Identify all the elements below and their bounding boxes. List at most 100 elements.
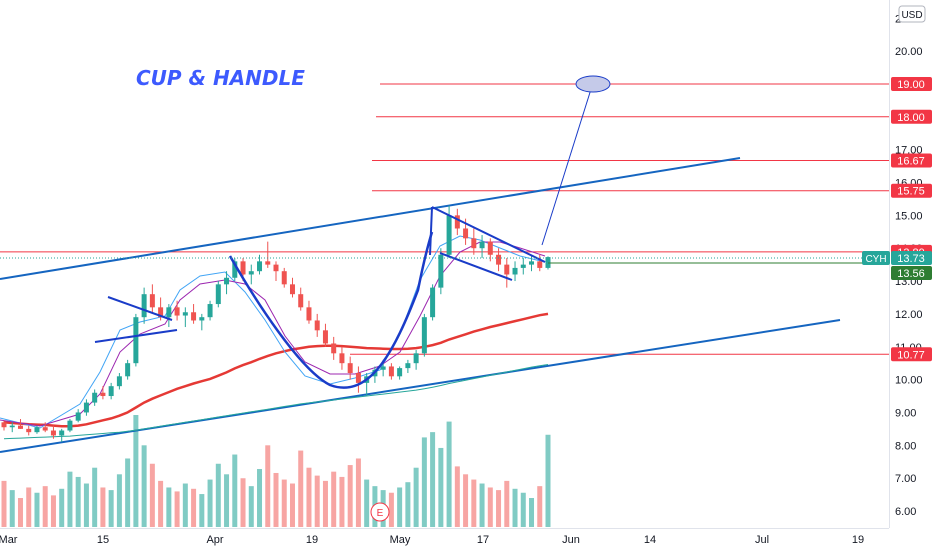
- candle-body[interactable]: [273, 264, 279, 272]
- candle-body[interactable]: [322, 330, 328, 344]
- candle-body[interactable]: [50, 430, 56, 436]
- candle-body[interactable]: [232, 261, 238, 278]
- target-projection-line[interactable]: [541, 85, 593, 246]
- handle-line-lower[interactable]: [439, 252, 513, 281]
- channel-lower-line[interactable]: [0, 319, 841, 453]
- candle-body[interactable]: [224, 277, 230, 285]
- last-price-tag[interactable]: [891, 251, 932, 265]
- price-level-tag[interactable]: [891, 76, 932, 91]
- candle-body[interactable]: [141, 294, 147, 318]
- candle-body[interactable]: [339, 353, 345, 364]
- candle-body[interactable]: [215, 284, 221, 305]
- price-level-tag[interactable]: [891, 347, 932, 362]
- candle-body[interactable]: [537, 261, 543, 268]
- candle-body[interactable]: [108, 386, 114, 397]
- time-tick-label: Mar: [0, 534, 18, 546]
- candle-body[interactable]: [9, 425, 15, 428]
- volume-bar: [9, 490, 15, 527]
- earnings-marker-circle[interactable]: [370, 502, 390, 522]
- candle-body[interactable]: [413, 353, 419, 364]
- candle-body[interactable]: [17, 425, 23, 429]
- candle-body[interactable]: [454, 215, 460, 229]
- candle-body[interactable]: [149, 294, 155, 308]
- candle-body[interactable]: [545, 257, 551, 268]
- currency-badge[interactable]: [898, 5, 926, 23]
- candle-body[interactable]: [174, 307, 180, 316]
- candle-body[interactable]: [388, 366, 394, 377]
- candle-body[interactable]: [331, 343, 337, 354]
- volume-bar: [355, 458, 361, 527]
- cup-curve[interactable]: [228, 231, 434, 389]
- candle-body[interactable]: [240, 261, 246, 275]
- candle-body[interactable]: [116, 376, 122, 387]
- volume-bar: [182, 483, 188, 527]
- candle-body[interactable]: [306, 307, 312, 321]
- price-level-tag[interactable]: [891, 183, 932, 198]
- candle-body[interactable]: [430, 287, 436, 318]
- candle-body[interactable]: [471, 238, 477, 249]
- target-ellipse[interactable]: [575, 75, 611, 93]
- candle-body[interactable]: [26, 428, 32, 433]
- candle-body[interactable]: [446, 215, 452, 255]
- volume-bar: [141, 445, 147, 527]
- candle-body[interactable]: [512, 267, 518, 275]
- candle-body[interactable]: [83, 402, 89, 413]
- candle-body[interactable]: [257, 261, 263, 272]
- candle-body[interactable]: [182, 312, 188, 316]
- candle-body[interactable]: [34, 427, 40, 433]
- candle-body[interactable]: [92, 392, 98, 403]
- volume-bar: [59, 488, 65, 527]
- candle-body[interactable]: [158, 307, 164, 318]
- candle-body[interactable]: [166, 307, 172, 318]
- candle-body[interactable]: [248, 271, 254, 275]
- candle-body[interactable]: [42, 427, 48, 431]
- candle-body[interactable]: [281, 271, 287, 285]
- volume-bar: [413, 467, 419, 527]
- candle-body[interactable]: [199, 317, 205, 321]
- candle-body[interactable]: [520, 264, 526, 268]
- candle-body[interactable]: [314, 320, 320, 331]
- candle-body[interactable]: [265, 261, 271, 265]
- candle-body[interactable]: [100, 392, 106, 397]
- candle-body[interactable]: [479, 241, 485, 249]
- candle-body[interactable]: [347, 363, 353, 374]
- candle-body[interactable]: [75, 412, 81, 421]
- price-level-tag[interactable]: [891, 109, 932, 124]
- current-bar-tag[interactable]: [891, 266, 932, 280]
- flag-line-upper[interactable]: [107, 296, 173, 321]
- candle-body[interactable]: [380, 366, 386, 370]
- symbol-tag[interactable]: [862, 251, 890, 265]
- candle-body[interactable]: [496, 254, 502, 265]
- candle-body[interactable]: [125, 363, 131, 377]
- handle-line-upper[interactable]: [431, 206, 546, 263]
- volume-bar: [17, 498, 23, 527]
- candle-body[interactable]: [298, 294, 304, 308]
- channel-upper-line[interactable]: [0, 157, 741, 280]
- candle-body[interactable]: [504, 264, 510, 275]
- price-level-tag[interactable]: [891, 153, 932, 168]
- candle-body[interactable]: [529, 261, 535, 265]
- handle-line-left[interactable]: [429, 206, 433, 256]
- candle-body[interactable]: [207, 304, 213, 318]
- candle-body[interactable]: [289, 284, 295, 295]
- candle-body[interactable]: [133, 317, 139, 364]
- candle-body[interactable]: [355, 373, 361, 383]
- candle-body[interactable]: [421, 317, 427, 354]
- candlesticks[interactable]: [1, 205, 551, 443]
- time-axis[interactable]: Mar 15 Apr 19 May 17 Jun 14 Jul 19: [0, 534, 864, 546]
- candle-body[interactable]: [191, 312, 197, 321]
- volume-bar: [26, 487, 32, 527]
- candle-body[interactable]: [67, 420, 73, 431]
- candle-body[interactable]: [463, 228, 469, 239]
- candle-body[interactable]: [405, 363, 411, 369]
- candle-body[interactable]: [397, 368, 403, 377]
- candle-body[interactable]: [487, 241, 493, 255]
- candle-body[interactable]: [438, 254, 444, 288]
- candle-body[interactable]: [1, 422, 7, 428]
- candle-body[interactable]: [59, 430, 65, 436]
- flag-line-lower[interactable]: [94, 329, 178, 343]
- volume-bar: [446, 421, 452, 527]
- volume-bar: [199, 494, 205, 527]
